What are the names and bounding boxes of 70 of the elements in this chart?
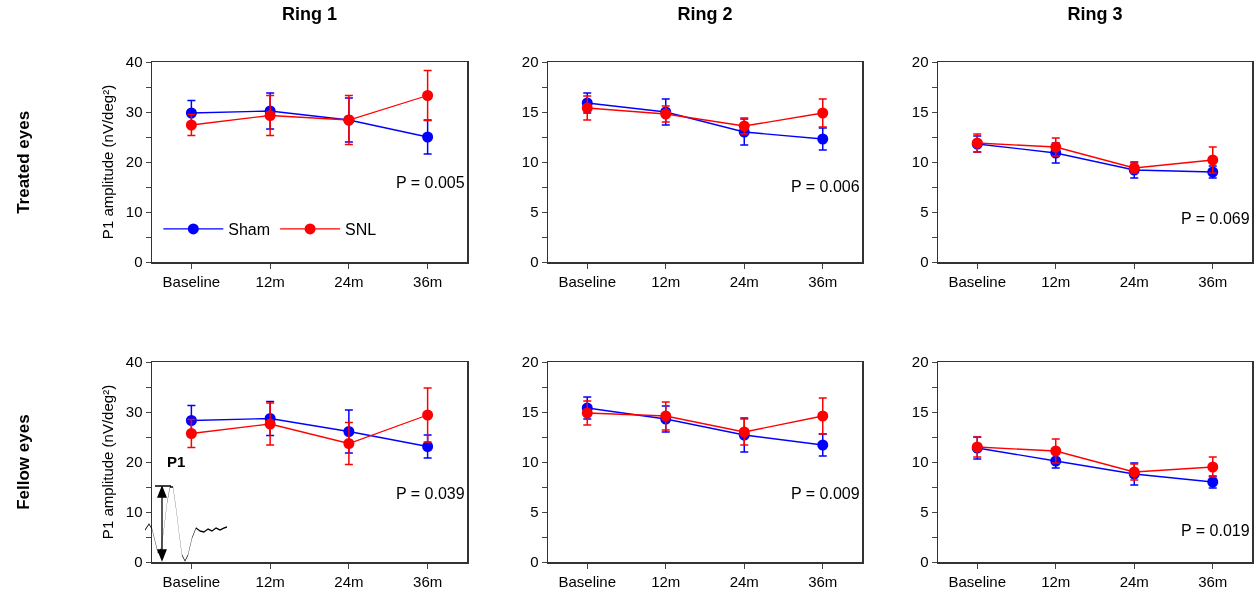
x-tick-label: 36m <box>808 572 838 590</box>
legend-label: Sham <box>228 221 271 239</box>
annotation: P = 0.069 <box>1181 210 1250 227</box>
y-tick-label: 20 <box>521 53 539 71</box>
x-tick-label: 12m <box>255 272 285 290</box>
y-tick-label: 5 <box>530 203 539 221</box>
annotation: P = 0.005 <box>396 174 465 191</box>
x-tick-label: Baseline <box>162 272 221 290</box>
legend-label: SNL <box>345 221 377 239</box>
annotation: P = 0.009 <box>791 485 860 502</box>
y-tick-label: 20 <box>521 353 539 371</box>
y-tick-label: 40 <box>125 353 143 371</box>
y-tick-label: 0 <box>134 253 143 271</box>
y-tick-label: 20 <box>125 153 143 171</box>
x-tick-label: Baseline <box>948 272 1007 290</box>
x-tick-label: 24m <box>729 572 759 590</box>
y-tick-label: 15 <box>911 403 929 421</box>
y-axis-title: P1 amplitude (nV/deg²) <box>99 384 117 540</box>
y-tick-label: 10 <box>521 453 539 471</box>
y-tick-label: 20 <box>911 353 929 371</box>
text: Treated eyes <box>13 110 33 214</box>
y-axis-title: P1 amplitude (nV/deg²) <box>99 84 117 240</box>
y-tick-label: 10 <box>125 503 143 521</box>
text: Fellow eyes <box>13 414 33 510</box>
y-tick-label: 20 <box>125 453 143 471</box>
x-tick-label: 12m <box>651 272 681 290</box>
y-tick-label: 30 <box>125 403 143 421</box>
y-tick-label: 15 <box>521 403 539 421</box>
y-tick-label: 15 <box>521 103 539 121</box>
y-tick-label: 0 <box>134 553 143 571</box>
y-tick-label: 0 <box>530 253 539 271</box>
chart-title: Ring 2 <box>677 3 733 24</box>
x-tick-label: 12m <box>651 572 681 590</box>
annotation: P1 <box>167 453 186 470</box>
x-tick-label: 36m <box>1198 572 1228 590</box>
x-tick-label: Baseline <box>162 572 221 590</box>
x-tick-label: 12m <box>1041 272 1071 290</box>
y-tick-label: 10 <box>911 153 929 171</box>
x-tick-label: 36m <box>413 272 443 290</box>
y-tick-label: 0 <box>920 253 929 271</box>
x-tick-label: 24m <box>1119 572 1149 590</box>
x-tick-label: 24m <box>729 272 759 290</box>
x-tick-label: Baseline <box>558 572 617 590</box>
y-tick-label: 5 <box>920 203 929 221</box>
y-tick-label: 30 <box>125 103 143 121</box>
y-tick-label: 10 <box>911 453 929 471</box>
x-tick-label: Baseline <box>558 272 617 290</box>
chart-title: Ring 1 <box>281 3 338 24</box>
y-tick-label: 5 <box>530 503 539 521</box>
x-tick-label: 36m <box>808 272 838 290</box>
y-tick-label: 0 <box>530 553 539 571</box>
y-tick-label: 5 <box>920 503 929 521</box>
chart-title: Ring 3 <box>1067 3 1123 24</box>
x-tick-label: 12m <box>1041 572 1071 590</box>
annotation: P = 0.019 <box>1181 522 1250 539</box>
annotation: P = 0.039 <box>396 485 465 502</box>
x-tick-label: 36m <box>1198 272 1228 290</box>
y-tick-label: 10 <box>521 153 539 171</box>
y-tick-label: 0 <box>920 553 929 571</box>
y-tick-label: 10 <box>125 203 143 221</box>
x-tick-label: 24m <box>334 272 364 290</box>
x-tick-label: 12m <box>255 572 285 590</box>
x-tick-label: 24m <box>1119 272 1149 290</box>
x-tick-label: 24m <box>334 572 364 590</box>
y-tick-label: 15 <box>911 103 929 121</box>
annotation: P = 0.006 <box>791 178 860 195</box>
x-tick-label: 36m <box>413 572 443 590</box>
x-tick-label: Baseline <box>948 572 1007 590</box>
y-tick-label: 20 <box>911 53 929 71</box>
y-tick-label: 40 <box>125 53 143 71</box>
